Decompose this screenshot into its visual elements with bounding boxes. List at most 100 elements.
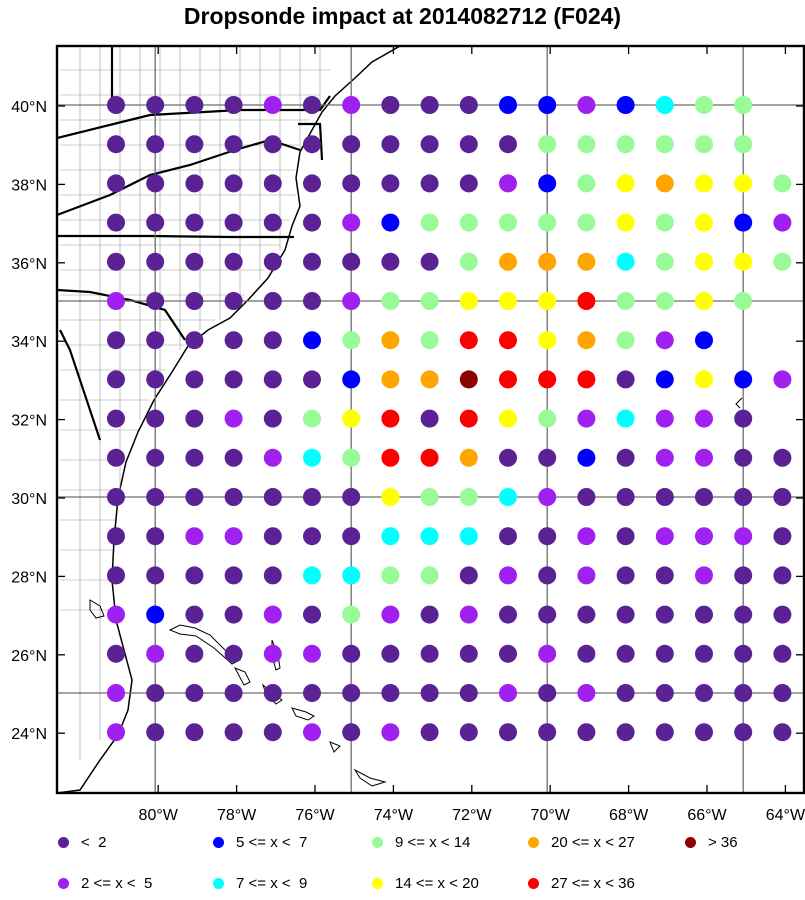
impact-dot xyxy=(263,723,282,742)
impact-dot xyxy=(303,644,321,663)
impact-dot xyxy=(263,605,282,624)
impact-dot xyxy=(185,566,204,585)
impact-dot xyxy=(381,96,400,114)
impact-dot xyxy=(499,409,517,428)
impact-dot xyxy=(538,723,557,742)
impact-dot xyxy=(577,684,596,702)
impact-dot xyxy=(224,213,243,232)
impact-dot xyxy=(499,527,517,546)
impact-dot xyxy=(734,684,753,702)
impact-dot xyxy=(499,213,517,232)
legend-label: < 2 xyxy=(81,833,107,851)
impact-dot xyxy=(381,605,400,624)
lat-label: 26°N xyxy=(11,648,47,665)
impact-dot xyxy=(303,331,321,350)
impact-dot xyxy=(185,331,204,350)
lat-label: 38°N xyxy=(11,177,47,194)
impact-dot xyxy=(303,488,321,506)
impact-dot xyxy=(107,409,125,428)
legend-swatch xyxy=(528,836,539,848)
impact-dot xyxy=(303,566,321,585)
impact-dot xyxy=(107,644,125,663)
impact-dot xyxy=(263,448,282,467)
impact-dot xyxy=(695,174,713,193)
legend-label: 7 <= x < 9 xyxy=(236,874,308,892)
impact-dot xyxy=(577,448,596,467)
impact-dot xyxy=(499,331,517,350)
impact-dot xyxy=(146,527,165,546)
impact-dot xyxy=(342,331,361,350)
legend-label: > 36 xyxy=(708,833,738,851)
impact-dot xyxy=(185,527,204,546)
impact-dot xyxy=(224,292,243,310)
impact-dot xyxy=(499,644,517,663)
impact-dot xyxy=(381,409,400,428)
impact-dot xyxy=(655,644,674,663)
impact-dot xyxy=(499,684,517,702)
impact-dot xyxy=(773,174,792,193)
lon-label: 68°W xyxy=(609,807,649,824)
impact-dot xyxy=(695,527,713,546)
impact-dot xyxy=(499,174,517,193)
impact-dot xyxy=(303,605,321,624)
impact-dot xyxy=(224,723,243,742)
impact-dot xyxy=(107,292,125,310)
impact-dot xyxy=(734,409,753,428)
impact-dot xyxy=(734,213,753,232)
impact-dot xyxy=(734,252,753,271)
impact-dot xyxy=(616,135,635,154)
impact-dot xyxy=(538,252,557,271)
impact-dot xyxy=(342,448,361,467)
impact-dot xyxy=(107,527,125,546)
impact-dot xyxy=(538,527,557,546)
lon-label: 70°W xyxy=(531,807,571,824)
impact-dot xyxy=(146,213,165,232)
impact-dot xyxy=(224,409,243,428)
impact-dot xyxy=(577,723,596,742)
impact-dot xyxy=(185,96,204,114)
impact-dot xyxy=(616,409,635,428)
impact-dot xyxy=(342,605,361,624)
impact-dot xyxy=(420,723,439,742)
impact-dot xyxy=(342,723,361,742)
impact-dot xyxy=(459,605,478,624)
impact-dot xyxy=(577,644,596,663)
lat-label: 24°N xyxy=(11,726,47,743)
impact-dot xyxy=(655,135,674,154)
impact-dot xyxy=(146,723,165,742)
impact-dot xyxy=(577,174,596,193)
impact-dot xyxy=(773,644,792,663)
impact-dot xyxy=(577,527,596,546)
impact-dot xyxy=(146,331,165,350)
legend-swatch xyxy=(528,877,539,889)
impact-dot xyxy=(695,605,713,624)
impact-dot xyxy=(499,135,517,154)
impact-dot xyxy=(420,566,439,585)
impact-dot xyxy=(381,252,400,271)
impact-dot xyxy=(146,252,165,271)
impact-dot xyxy=(734,723,753,742)
legend-label: 5 <= x < 7 xyxy=(236,833,308,851)
impact-dot xyxy=(107,174,125,193)
impact-dot xyxy=(499,252,517,271)
impact-dot xyxy=(224,684,243,702)
impact-dot xyxy=(459,331,478,350)
impact-dot xyxy=(655,409,674,428)
impact-dot xyxy=(342,684,361,702)
impact-dot xyxy=(499,448,517,467)
impact-dot xyxy=(538,605,557,624)
impact-dot xyxy=(538,292,557,310)
impact-dot xyxy=(773,213,792,232)
impact-dot xyxy=(303,213,321,232)
impact-dot xyxy=(773,370,792,389)
impact-dot xyxy=(303,409,321,428)
impact-dot xyxy=(695,135,713,154)
legend-swatch xyxy=(685,836,696,848)
impact-dot xyxy=(263,331,282,350)
impact-dot xyxy=(734,292,753,310)
impact-dot xyxy=(185,448,204,467)
lat-label: 40°N xyxy=(11,99,47,116)
impact-dot xyxy=(263,252,282,271)
legend-item: 5 <= x < 7 xyxy=(213,832,307,852)
impact-dot xyxy=(773,723,792,742)
